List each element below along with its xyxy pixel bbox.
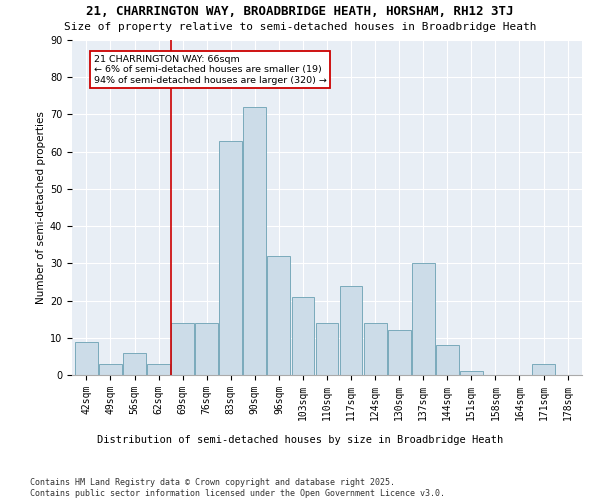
Bar [220, 140, 242, 375]
Bar [436, 345, 459, 375]
Y-axis label: Number of semi-detached properties: Number of semi-detached properties [36, 111, 46, 304]
Bar [244, 107, 266, 375]
Bar [268, 256, 290, 375]
Bar [292, 297, 314, 375]
Bar [364, 323, 386, 375]
Text: Contains HM Land Registry data © Crown copyright and database right 2025.
Contai: Contains HM Land Registry data © Crown c… [30, 478, 445, 498]
Bar [388, 330, 410, 375]
Bar [195, 323, 218, 375]
Bar [123, 352, 146, 375]
Text: 21 CHARRINGTON WAY: 66sqm
← 6% of semi-detached houses are smaller (19)
94% of s: 21 CHARRINGTON WAY: 66sqm ← 6% of semi-d… [94, 55, 326, 84]
Bar [412, 264, 434, 375]
Bar [460, 372, 483, 375]
Bar [75, 342, 98, 375]
Text: Size of property relative to semi-detached houses in Broadbridge Heath: Size of property relative to semi-detach… [64, 22, 536, 32]
Text: 21, CHARRINGTON WAY, BROADBRIDGE HEATH, HORSHAM, RH12 3TJ: 21, CHARRINGTON WAY, BROADBRIDGE HEATH, … [86, 5, 514, 18]
Bar [171, 323, 194, 375]
Bar [340, 286, 362, 375]
Text: Distribution of semi-detached houses by size in Broadbridge Heath: Distribution of semi-detached houses by … [97, 435, 503, 445]
Bar [99, 364, 122, 375]
Bar [147, 364, 170, 375]
Bar [316, 323, 338, 375]
Bar [532, 364, 555, 375]
